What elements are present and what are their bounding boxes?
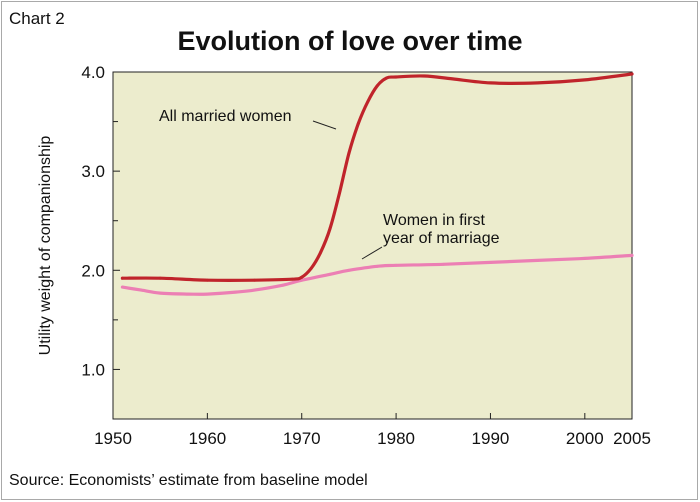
series-all-married-women-point xyxy=(451,77,455,81)
series-all-married-women-point xyxy=(356,122,360,125)
series-layer xyxy=(120,72,634,296)
chart-title: Evolution of love over time xyxy=(177,26,523,56)
series-first-year-of-marriage-point xyxy=(206,292,209,296)
annotation-all-married-women: All married women xyxy=(159,108,291,125)
series-all-married-women-point xyxy=(319,251,322,254)
series-all-married-women-point xyxy=(158,276,162,280)
x-tick-label: 2005 xyxy=(613,429,651,448)
series-first-year-of-marriage-point xyxy=(234,290,238,294)
plot-area xyxy=(112,71,633,420)
series-first-year-of-marriage-point xyxy=(139,288,143,292)
series-first-year-of-marriage-point xyxy=(281,283,285,287)
series-first-year-of-marriage-point xyxy=(187,292,190,296)
series-first-year-of-marriage-point xyxy=(489,261,492,264)
series-all-married-women-point xyxy=(347,151,351,155)
series-all-married-women-point xyxy=(366,100,370,104)
x-tick-label: 1990 xyxy=(472,429,510,448)
series-all-married-women-line xyxy=(120,72,634,282)
x-tick-label: 2000 xyxy=(566,429,604,448)
annotation-leader-line xyxy=(312,120,337,130)
series-first-year-of-marriage-point xyxy=(253,288,256,292)
series-all-married-women-point xyxy=(309,266,313,270)
series-all-married-women-point xyxy=(394,75,398,79)
series-first-year-of-marriage-point xyxy=(300,278,304,282)
chart-number-label: Chart 2 xyxy=(9,9,65,28)
series-all-married-women-point xyxy=(630,72,634,76)
series-all-married-women-point xyxy=(300,275,304,279)
series-all-married-women-point xyxy=(489,81,492,85)
x-tick-label: 1960 xyxy=(188,429,226,448)
series-first-year-of-marriage-point xyxy=(536,259,539,262)
series-first-year-of-marriage-point xyxy=(347,268,351,272)
series-all-married-women-point xyxy=(375,84,379,88)
series-first-year-of-marriage-point xyxy=(121,285,124,289)
series-all-married-women-point xyxy=(423,74,426,78)
x-tick-label: 1950 xyxy=(94,429,132,448)
x-tick-label: 1980 xyxy=(377,429,415,448)
series-all-married-women-point xyxy=(253,278,256,282)
series-all-married-women-point xyxy=(338,191,341,195)
series-all-married-women-point xyxy=(583,78,587,82)
y-tick-label: 4.0 xyxy=(81,63,105,82)
series-all-married-women-point xyxy=(536,81,539,85)
series-first-year-of-marriage-point xyxy=(394,263,398,267)
series-first-year-of-marriage-point xyxy=(441,262,445,266)
series-all-married-women-point xyxy=(290,277,294,281)
series-all-married-women-point xyxy=(121,276,124,280)
y-tick-label: 3.0 xyxy=(81,162,105,181)
y-tick-label: 1.0 xyxy=(81,360,105,379)
series-first-year-of-marriage-point xyxy=(375,264,379,268)
annotation-first-year-line2: year of marriage xyxy=(383,230,500,247)
axes: 1950 1960 1970 1980 1990 2000 2005 1.0 2.0 3.0 4.0 xyxy=(81,63,651,448)
series-first-year-of-marriage-point xyxy=(328,272,332,276)
y-tick-label: 2.0 xyxy=(81,261,105,280)
series-first-year-of-marriage-line xyxy=(120,253,634,296)
annotation-first-year-line1: Women in first xyxy=(383,212,486,229)
y-axis-label: Utility weight of companionship xyxy=(37,136,54,356)
series-first-year-of-marriage-point xyxy=(583,257,587,260)
series-all-married-women-point xyxy=(206,278,209,282)
series-first-year-of-marriage-point xyxy=(630,254,634,257)
x-tick-label: 1970 xyxy=(283,429,321,448)
series-first-year-of-marriage-point xyxy=(158,291,162,295)
series-all-married-women-point xyxy=(385,76,389,80)
series-all-married-women-point xyxy=(328,227,332,231)
annotation-leader-line xyxy=(361,246,383,260)
source-note: Source: Economists’ estimate from baseli… xyxy=(9,472,368,489)
